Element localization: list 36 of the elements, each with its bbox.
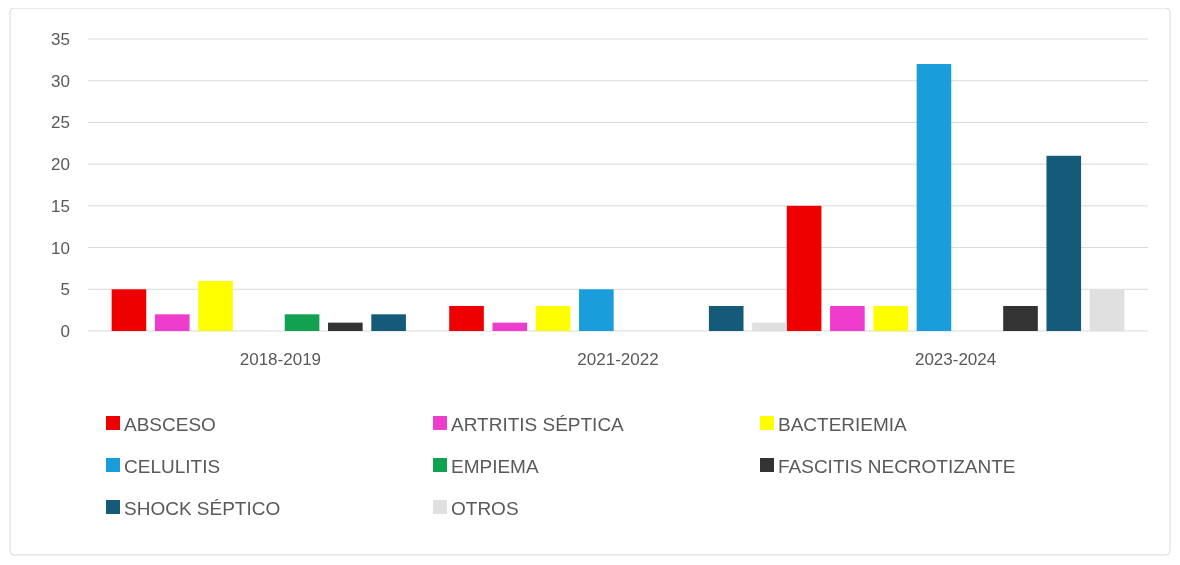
y-tick-label: 25 — [51, 113, 70, 133]
y-tick-label: 15 — [51, 196, 70, 216]
legend-label: ABSCESO — [124, 413, 216, 435]
bar — [449, 305, 484, 331]
y-tick-label: 5 — [60, 280, 70, 300]
legend-label: SHOCK SÉPTICO — [124, 497, 281, 519]
bar — [579, 289, 614, 331]
bar — [154, 314, 190, 331]
legend-label: BACTERIEMIA — [778, 413, 908, 435]
bar — [328, 322, 363, 331]
bar — [535, 305, 571, 331]
legend-label: ARTRITIS SÉPTICA — [451, 413, 625, 435]
legend-label: EMPIEMA — [451, 455, 539, 477]
bar — [873, 305, 908, 331]
x-tick-label: 2023-2024 — [914, 350, 997, 369]
bar — [492, 322, 528, 331]
bar — [198, 280, 233, 331]
legend-label: OTROS — [451, 497, 519, 519]
bar — [1046, 155, 1082, 331]
bar — [916, 64, 952, 331]
legend-label: FASCITIS NECROTIZANTE — [778, 455, 1016, 477]
y-tick-label: 35 — [51, 29, 70, 49]
bar — [708, 305, 744, 331]
bar — [830, 305, 865, 331]
bar — [1003, 305, 1038, 331]
bar — [371, 314, 406, 331]
y-tick-label: 20 — [51, 155, 70, 175]
x-tick-label: 2018-2019 — [239, 350, 322, 369]
y-tick-label: 30 — [51, 71, 70, 91]
y-tick-label: 0 — [60, 321, 70, 341]
bar — [284, 314, 320, 331]
bar — [111, 289, 147, 331]
y-tick-label: 10 — [51, 238, 70, 258]
x-tick-label: 2021-2022 — [577, 350, 659, 369]
bar — [786, 205, 822, 331]
legend-label: CELULITIS — [124, 455, 221, 477]
